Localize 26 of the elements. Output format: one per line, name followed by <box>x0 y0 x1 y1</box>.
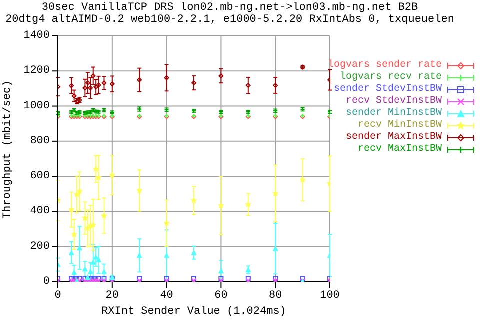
y-tick-label: 600 <box>30 170 50 183</box>
x-tick-label: 80 <box>269 290 282 302</box>
x-tick-label: 100 <box>320 290 340 302</box>
x-tick-label: 0 <box>54 290 62 302</box>
x-tick-label: 40 <box>160 290 174 302</box>
legend-label: logvars recv rate <box>340 72 442 84</box>
x-axis-title: RXInt Sender Value (1.024ms) <box>102 306 286 318</box>
legend-label: recv MaxInstBW <box>358 144 442 156</box>
legend-label: recv StdevInstBW <box>346 96 442 108</box>
x-tick-label: 60 <box>214 290 228 302</box>
legend-label: logvars sender rate <box>328 60 442 72</box>
y-axis-title: Throughput (mbit/sec) <box>2 80 14 219</box>
y-tick-label: 1200 <box>24 65 50 78</box>
legend-label: sender MaxInstBW <box>346 132 442 144</box>
y-tick-label: 1400 <box>24 30 50 42</box>
x-tick-label: 20 <box>106 290 119 302</box>
y-tick-label: 200 <box>30 240 50 253</box>
legend-label: sender MinInstBW <box>346 108 442 120</box>
y-tick-label: 0 <box>43 276 50 288</box>
y-tick-label: 1000 <box>24 100 50 112</box>
legend-label: recv MinInstBW <box>358 120 442 132</box>
chart-title: 30sec VanillaTCP DRS lon02.mb-ng.net->lon03.mb-ng.net B2B <box>40 2 420 14</box>
y-tick-label: 400 <box>30 206 50 218</box>
y-tick-label: 800 <box>30 135 50 148</box>
chart-subtitle: 20dtg4 altAIMD-0.2 web100-2.2.1, e1000-5.2.20 RxIntAbs 0, txqueuelen <box>4 14 456 26</box>
legend-label: sender StdevInstBW <box>334 84 442 96</box>
